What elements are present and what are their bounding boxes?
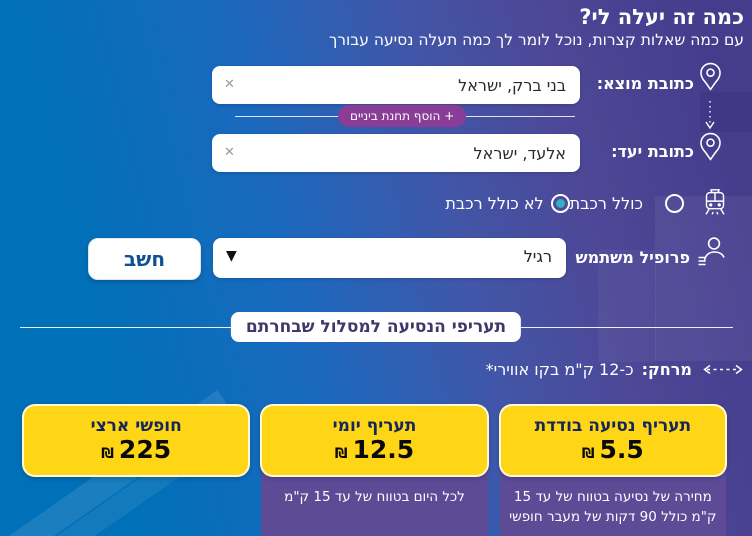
fare-card-button[interactable]: תעריף נסיעה בודדת 5.5 ₪	[498, 404, 727, 477]
page-subtitle: עם כמה שאלות קצרות, נוכל לומר לך כמה תעל…	[328, 31, 744, 49]
fare-card-daily: תעריף יומי 12.5 ₪ לכל היום בטווח של עד 1…	[260, 404, 489, 536]
distance-arrow-icon	[700, 363, 746, 376]
profile-select[interactable]: רגיל ▼	[213, 238, 566, 278]
shekel-currency-symbol: ₪	[334, 446, 348, 463]
fare-price-value: 225	[118, 435, 172, 465]
fare-price-value: 5.5	[599, 435, 644, 465]
origin-clear-icon[interactable]: ✕	[224, 77, 235, 92]
fare-card-title: חופשי ארצי	[90, 416, 182, 437]
fare-card-button[interactable]: תעריף יומי 12.5 ₪	[260, 404, 489, 477]
fare-card-description: מחירה של נסיעה בטווח של עד 15 ק"מ כולל 9…	[509, 489, 717, 525]
destination-label: כתובת יעד:	[611, 142, 694, 161]
profile-selected-value: רגיל	[523, 247, 552, 266]
destination-pin-icon	[699, 132, 722, 161]
train-icon	[698, 186, 732, 220]
origin-label: כתובת מוצא:	[596, 74, 694, 93]
page-title: כמה זה יעלה לי?	[579, 5, 744, 29]
distance-value: כ-12 ק"מ בקו אווירי*	[485, 360, 634, 379]
background-mosaic-shape	[598, 250, 656, 362]
shekel-currency-symbol: ₪	[581, 446, 595, 463]
fare-price: 12.5 ₪	[334, 435, 415, 465]
add-stop-button[interactable]: + הוסף תחנת ביניים	[338, 105, 467, 127]
distance-label: מרחק:	[641, 360, 692, 379]
train-include-radio[interactable]	[665, 193, 684, 213]
origin-pin-icon	[699, 62, 722, 91]
fare-price-value: 12.5	[352, 435, 415, 465]
chevron-down-icon: ▼	[226, 248, 237, 264]
fare-card-title: תעריף יומי	[332, 416, 417, 437]
profile-label: פרופיל משתמש	[575, 248, 690, 267]
calculate-button[interactable]: חשב	[88, 238, 201, 280]
train-exclude-radio[interactable]	[550, 193, 570, 213]
train-exclude-label[interactable]: לא כולל רכבת	[445, 193, 544, 213]
route-dashed-arrow-icon	[704, 100, 716, 132]
train-option-row: כולל רכבת לא כולל רכבת	[445, 186, 732, 220]
shekel-currency-symbol: ₪	[101, 446, 114, 463]
train-include-label[interactable]: כולל רכבת	[569, 193, 643, 213]
destination-clear-icon[interactable]: ✕	[224, 145, 235, 160]
fare-card-single-ride: תעריף נסיעה בודדת 5.5 ₪ מחירה של נסיעה ב…	[498, 404, 727, 536]
fare-card-description: לכל היום בטווח של עד 15 ק"מ	[284, 489, 465, 505]
origin-input[interactable]	[212, 66, 580, 104]
fare-price: 5.5 ₪	[581, 435, 644, 465]
section-title: תעריפי הנסיעה למסלול שבחרתם	[230, 312, 522, 342]
background-mosaic-shape	[655, 196, 752, 361]
fare-cards: תעריף נסיעה בודדת 5.5 ₪ מחירה של נסיעה ב…	[22, 404, 727, 536]
distance-row: מרחק: כ-12 ק"מ בקו אווירי*	[486, 360, 746, 379]
fare-card-button[interactable]: חופשי ארצי 225 ₪	[22, 404, 251, 477]
fare-price: 225 ₪	[101, 435, 172, 465]
user-profile-icon	[694, 234, 730, 268]
fare-card-title: תעריף נסיעה בודדת	[534, 416, 692, 437]
fare-card-national-pass: חופשי ארצי 225 ₪	[22, 404, 251, 477]
destination-input[interactable]	[212, 134, 580, 172]
